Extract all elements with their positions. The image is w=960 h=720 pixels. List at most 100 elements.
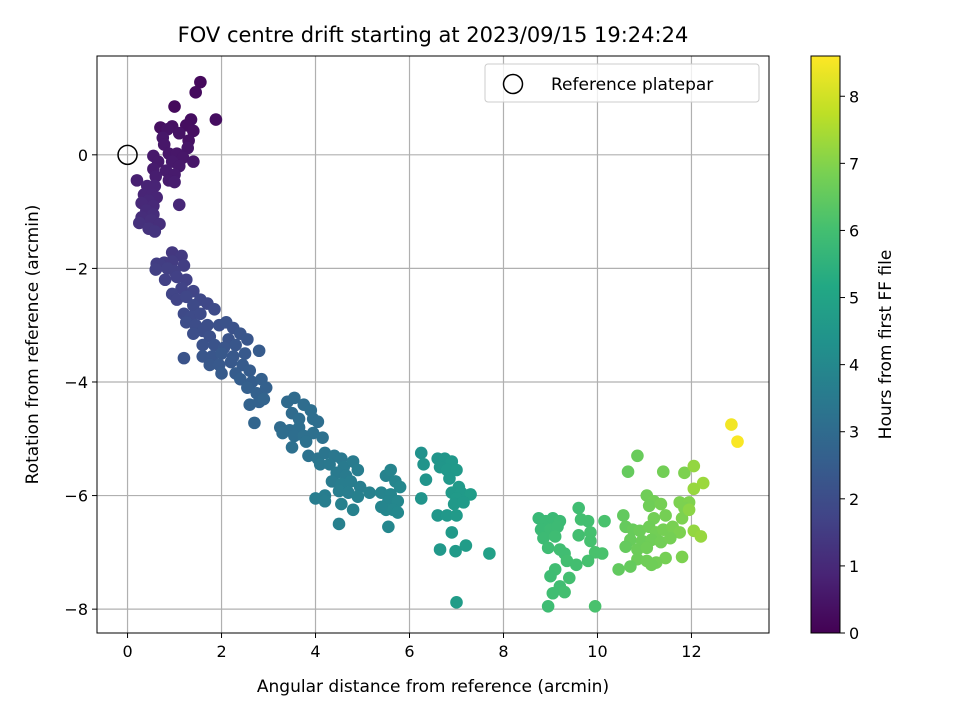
legend-box	[484, 63, 760, 103]
data-point	[148, 225, 162, 238]
legend-marker-open-circle	[502, 73, 524, 95]
data-point	[440, 509, 454, 522]
data-point	[311, 415, 325, 429]
y-tick-label: −2	[64, 259, 88, 278]
data-point	[725, 418, 738, 431]
data-point	[175, 249, 188, 263]
data-point	[687, 482, 701, 496]
data-point	[177, 351, 191, 365]
data-point	[342, 486, 355, 500]
data-point	[384, 463, 398, 477]
data-point	[673, 526, 687, 539]
y-axis: −8 −6 −4 −2 0	[64, 146, 97, 619]
data-point	[450, 463, 463, 477]
data-point	[299, 435, 313, 448]
x-tick-label: 10	[587, 642, 607, 661]
colorbar-frame	[810, 55, 841, 634]
data-point	[678, 466, 691, 480]
data-point	[158, 273, 172, 287]
data-point	[306, 426, 320, 440]
data-point	[288, 429, 301, 443]
data-point	[551, 520, 564, 534]
data-point	[351, 490, 365, 504]
data-point	[187, 124, 200, 138]
data-point	[215, 347, 228, 360]
data-point	[694, 530, 708, 543]
data-point	[588, 600, 602, 613]
data-point	[631, 543, 644, 556]
data-point	[621, 465, 635, 479]
data-point	[645, 558, 658, 572]
data-point	[241, 333, 254, 346]
y-tick-label: −6	[64, 487, 88, 506]
data-point	[335, 497, 348, 511]
data-point	[449, 544, 462, 558]
data-point	[259, 381, 273, 394]
data-point	[642, 499, 656, 513]
data-point	[194, 307, 207, 321]
data-point	[687, 459, 701, 473]
data-point	[318, 494, 332, 508]
data-point	[149, 170, 163, 183]
data-point	[654, 535, 668, 549]
data-point	[457, 496, 470, 509]
data-point	[541, 600, 555, 613]
x-axis: 0 2 4 6 8 10 12	[122, 633, 702, 661]
data-point	[572, 501, 585, 515]
data-point	[450, 596, 463, 609]
data-point	[675, 550, 689, 564]
plot-area	[96, 55, 770, 634]
data-point	[168, 100, 181, 113]
data-point	[560, 554, 574, 568]
x-tick-label: 6	[404, 642, 414, 661]
data-point	[209, 113, 223, 126]
data-point	[570, 558, 583, 572]
x-axis-label: Angular distance from reference (arcmin)	[257, 677, 609, 697]
y-tick-label: 0	[78, 146, 88, 165]
data-point	[450, 509, 463, 522]
data-point	[288, 391, 301, 405]
data-point	[631, 449, 644, 463]
data-point	[196, 350, 210, 363]
data-point	[731, 435, 744, 448]
data-point	[168, 175, 181, 189]
data-point	[445, 526, 459, 539]
colorbar-gradient	[811, 56, 840, 633]
data-point	[433, 543, 447, 556]
data-point	[323, 458, 336, 471]
colorbar-tick-label: 8	[849, 87, 859, 106]
data-point	[393, 480, 407, 494]
colorbar-label: Hours from first FF file	[876, 250, 896, 440]
data-point	[229, 338, 242, 352]
data-point	[459, 539, 473, 552]
data-point	[382, 520, 395, 534]
data-point	[612, 563, 625, 576]
data-point	[241, 381, 254, 394]
colorbar-tick-label: 4	[849, 356, 859, 375]
data-point	[149, 263, 163, 276]
y-tick-label: −4	[64, 373, 88, 392]
colorbar: 0 1 2 3 4 5 6 7 8 Hours from first FF file	[810, 55, 896, 643]
data-point	[234, 372, 247, 386]
data-point	[187, 327, 200, 341]
data-point	[351, 463, 365, 477]
data-point	[285, 440, 299, 454]
data-point	[344, 475, 358, 488]
data-point	[537, 531, 550, 545]
data-point	[624, 560, 637, 573]
data-point	[572, 529, 585, 542]
x-tick-label: 2	[216, 642, 226, 661]
data-point	[675, 511, 689, 525]
plot-frame	[96, 55, 770, 634]
data-point	[208, 302, 221, 316]
colorbar-ticks: 0 1 2 3 4 5 6 7 8	[840, 87, 859, 643]
data-point	[132, 216, 146, 230]
colorbar-tick-label: 2	[849, 490, 859, 509]
data-point	[595, 547, 609, 560]
data-point	[391, 506, 405, 519]
data-point	[313, 458, 327, 471]
legend-entry-label: Reference platepar	[551, 75, 713, 95]
data-point	[414, 492, 428, 505]
data-point	[696, 476, 710, 490]
colorbar-tick-label: 3	[849, 423, 859, 442]
